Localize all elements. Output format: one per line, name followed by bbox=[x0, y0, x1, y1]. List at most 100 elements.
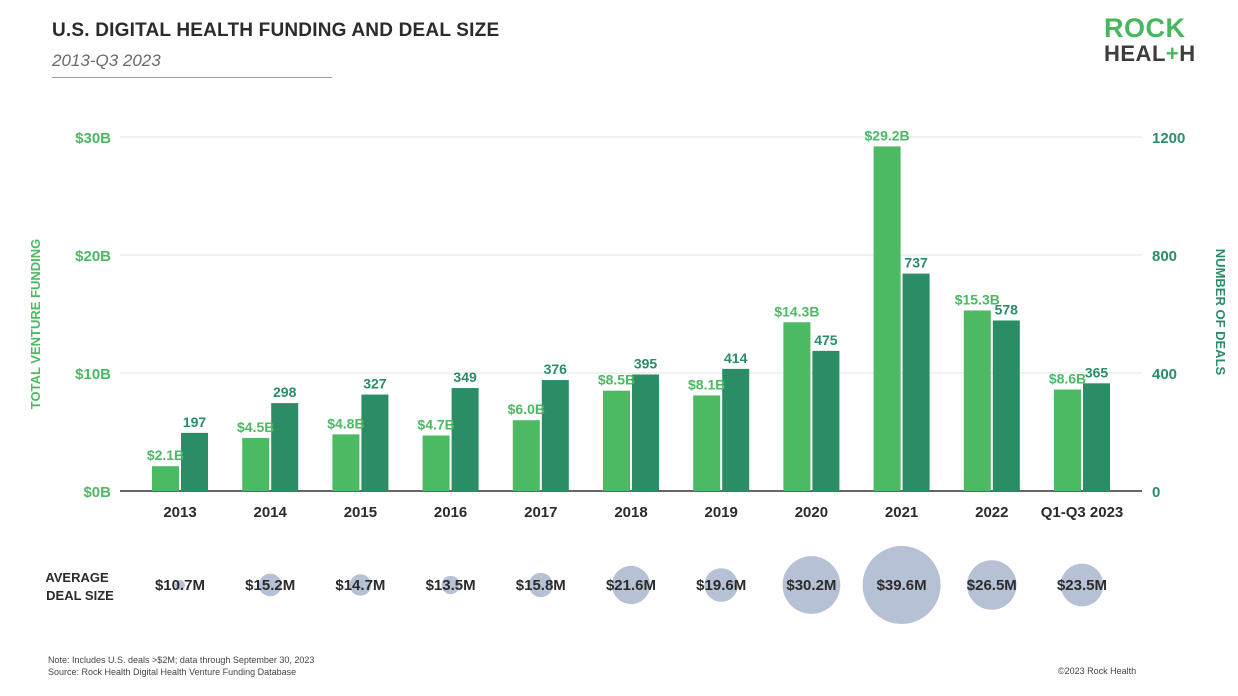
avg-deal-size-value: $23.5M bbox=[1057, 577, 1107, 594]
avg-deal-size-value: $19.6M bbox=[696, 577, 746, 594]
deals-bar bbox=[902, 273, 930, 491]
logo-plus: + bbox=[1165, 41, 1180, 66]
chart-title: U.S. DIGITAL HEALTH FUNDING AND DEAL SIZ… bbox=[52, 20, 500, 41]
chart-subtitle: 2013-Q3 2023 bbox=[52, 51, 161, 70]
logo-text-b: H bbox=[1179, 41, 1196, 66]
avg-deal-size-bubble bbox=[258, 573, 282, 597]
y-tick-label-right: 0 bbox=[1152, 484, 1160, 501]
deals-bar bbox=[722, 368, 750, 491]
deals-bar bbox=[812, 350, 840, 491]
logo-text-a: HEAL bbox=[1104, 41, 1166, 66]
footer-note: Note: Includes U.S. deals >$2M; data thr… bbox=[48, 655, 315, 665]
x-tick-label: 2020 bbox=[795, 504, 828, 521]
avg-deal-size-value: $26.5M bbox=[967, 577, 1017, 594]
funding-bar bbox=[783, 322, 811, 491]
deals-data-label: 395 bbox=[634, 355, 658, 371]
avg-deal-size-bubble bbox=[349, 574, 372, 596]
funding-bar bbox=[963, 310, 991, 491]
deals-data-label: 298 bbox=[273, 384, 297, 400]
y-tick-label-right: 800 bbox=[1152, 248, 1177, 265]
x-tick-label: 2017 bbox=[524, 504, 557, 521]
funding-data-label: $4.8B bbox=[327, 415, 364, 431]
avg-deal-size-bubble bbox=[175, 580, 185, 590]
funding-bar bbox=[242, 437, 270, 491]
avg-deal-size-value: $39.6M bbox=[877, 577, 927, 594]
avg-deal-size-value: $15.2M bbox=[245, 577, 295, 594]
funding-bar bbox=[332, 434, 360, 491]
deals-bar bbox=[271, 403, 299, 491]
funding-data-label: $8.6B bbox=[1049, 371, 1086, 387]
logo-line-1: ROCK bbox=[1104, 13, 1186, 43]
funding-data-label: $4.7B bbox=[417, 417, 454, 433]
deals-data-label: 737 bbox=[904, 255, 928, 271]
avg-deal-size-bubble bbox=[528, 572, 553, 598]
footer-source: Source: Rock Health Digital Health Ventu… bbox=[48, 667, 297, 677]
x-tick-label: 2021 bbox=[885, 504, 918, 521]
funding-bar bbox=[1054, 389, 1081, 491]
funding-data-label: $14.3B bbox=[774, 303, 819, 319]
footer-notes: Note: Includes U.S. deals >$2M; data thr… bbox=[48, 654, 314, 678]
funding-data-label: $8.1B bbox=[688, 376, 725, 392]
deals-bar bbox=[181, 432, 208, 491]
logo-line-2: HEAL+H bbox=[1104, 42, 1204, 66]
x-tick-label: 2015 bbox=[344, 504, 377, 521]
funding-data-label: $6.0B bbox=[508, 401, 545, 417]
avg-deal-size-bubble bbox=[782, 556, 841, 614]
funding-data-label: $15.3B bbox=[955, 291, 1000, 307]
y-tick-label-left: $30B bbox=[75, 130, 111, 147]
funding-bar bbox=[693, 395, 721, 491]
y-axis-title-left: TOTAL VENTURE FUNDING bbox=[28, 239, 43, 409]
avg-deal-size-bubble bbox=[967, 560, 1017, 610]
deals-data-label: 578 bbox=[995, 301, 1019, 317]
funding-data-label: $29.2B bbox=[865, 127, 910, 143]
y-tick-label-left: $20B bbox=[75, 248, 111, 265]
deals-data-label: 327 bbox=[363, 376, 387, 392]
y-tick-label-left: $0B bbox=[83, 484, 111, 501]
avg-deal-size-value: $21.6M bbox=[606, 577, 656, 594]
x-tick-label: 2016 bbox=[434, 504, 467, 521]
x-tick-label: 2014 bbox=[254, 504, 288, 521]
deals-bar bbox=[541, 380, 569, 491]
avg-deal-size-bubble bbox=[611, 565, 651, 605]
deals-bar bbox=[361, 394, 389, 491]
avg-deal-size-bubble bbox=[1060, 563, 1104, 607]
subtitle-divider bbox=[52, 77, 332, 78]
y-tick-label-right: 400 bbox=[1152, 366, 1177, 383]
funding-bar bbox=[873, 146, 901, 491]
avg-deal-size-value: $14.7M bbox=[335, 577, 385, 594]
x-tick-label: 2022 bbox=[975, 504, 1008, 521]
funding-data-label: $4.5B bbox=[237, 419, 274, 435]
avg-deal-size-label-line2: DEAL SIZE bbox=[46, 588, 114, 603]
deals-bar bbox=[632, 374, 659, 491]
y-tick-label-left: $10B bbox=[75, 366, 111, 383]
avg-deal-size-value: $13.5M bbox=[426, 577, 476, 594]
avg-deal-size-value: $10.7M bbox=[155, 577, 205, 594]
funding-bar bbox=[603, 390, 630, 491]
x-tick-label: 2019 bbox=[705, 504, 738, 521]
x-tick-label: 2013 bbox=[163, 504, 196, 521]
deals-bar bbox=[1083, 383, 1110, 491]
x-tick-label: Q1-Q3 2023 bbox=[1041, 504, 1124, 521]
funding-bar bbox=[422, 435, 450, 491]
y-axis-title-right: NUMBER OF DEALS bbox=[1213, 249, 1228, 376]
avg-deal-size-bubble bbox=[862, 546, 941, 624]
copyright: ©2023 Rock Health bbox=[1058, 666, 1137, 676]
funding-data-label: $8.5B bbox=[598, 372, 635, 388]
deals-data-label: 475 bbox=[814, 332, 838, 348]
deals-bar bbox=[992, 320, 1020, 491]
avg-deal-size-bubble bbox=[441, 575, 460, 595]
deals-data-label: 197 bbox=[183, 414, 207, 430]
y-tick-label-right: 1200 bbox=[1152, 130, 1185, 147]
deals-data-label: 365 bbox=[1085, 364, 1109, 380]
x-tick-label: 2018 bbox=[614, 504, 647, 521]
rock-health-logo: ROCK HEAL+H bbox=[1104, 14, 1204, 66]
deals-data-label: 349 bbox=[453, 369, 477, 385]
deals-bar bbox=[451, 388, 479, 491]
avg-deal-size-bubble bbox=[704, 568, 738, 602]
avg-deal-size-label-line1: AVERAGE bbox=[45, 570, 109, 585]
funding-data-label: $2.1B bbox=[147, 447, 184, 463]
deals-data-label: 414 bbox=[724, 350, 748, 366]
avg-deal-size-value: $30.2M bbox=[786, 577, 836, 594]
funding-bar bbox=[152, 466, 179, 491]
